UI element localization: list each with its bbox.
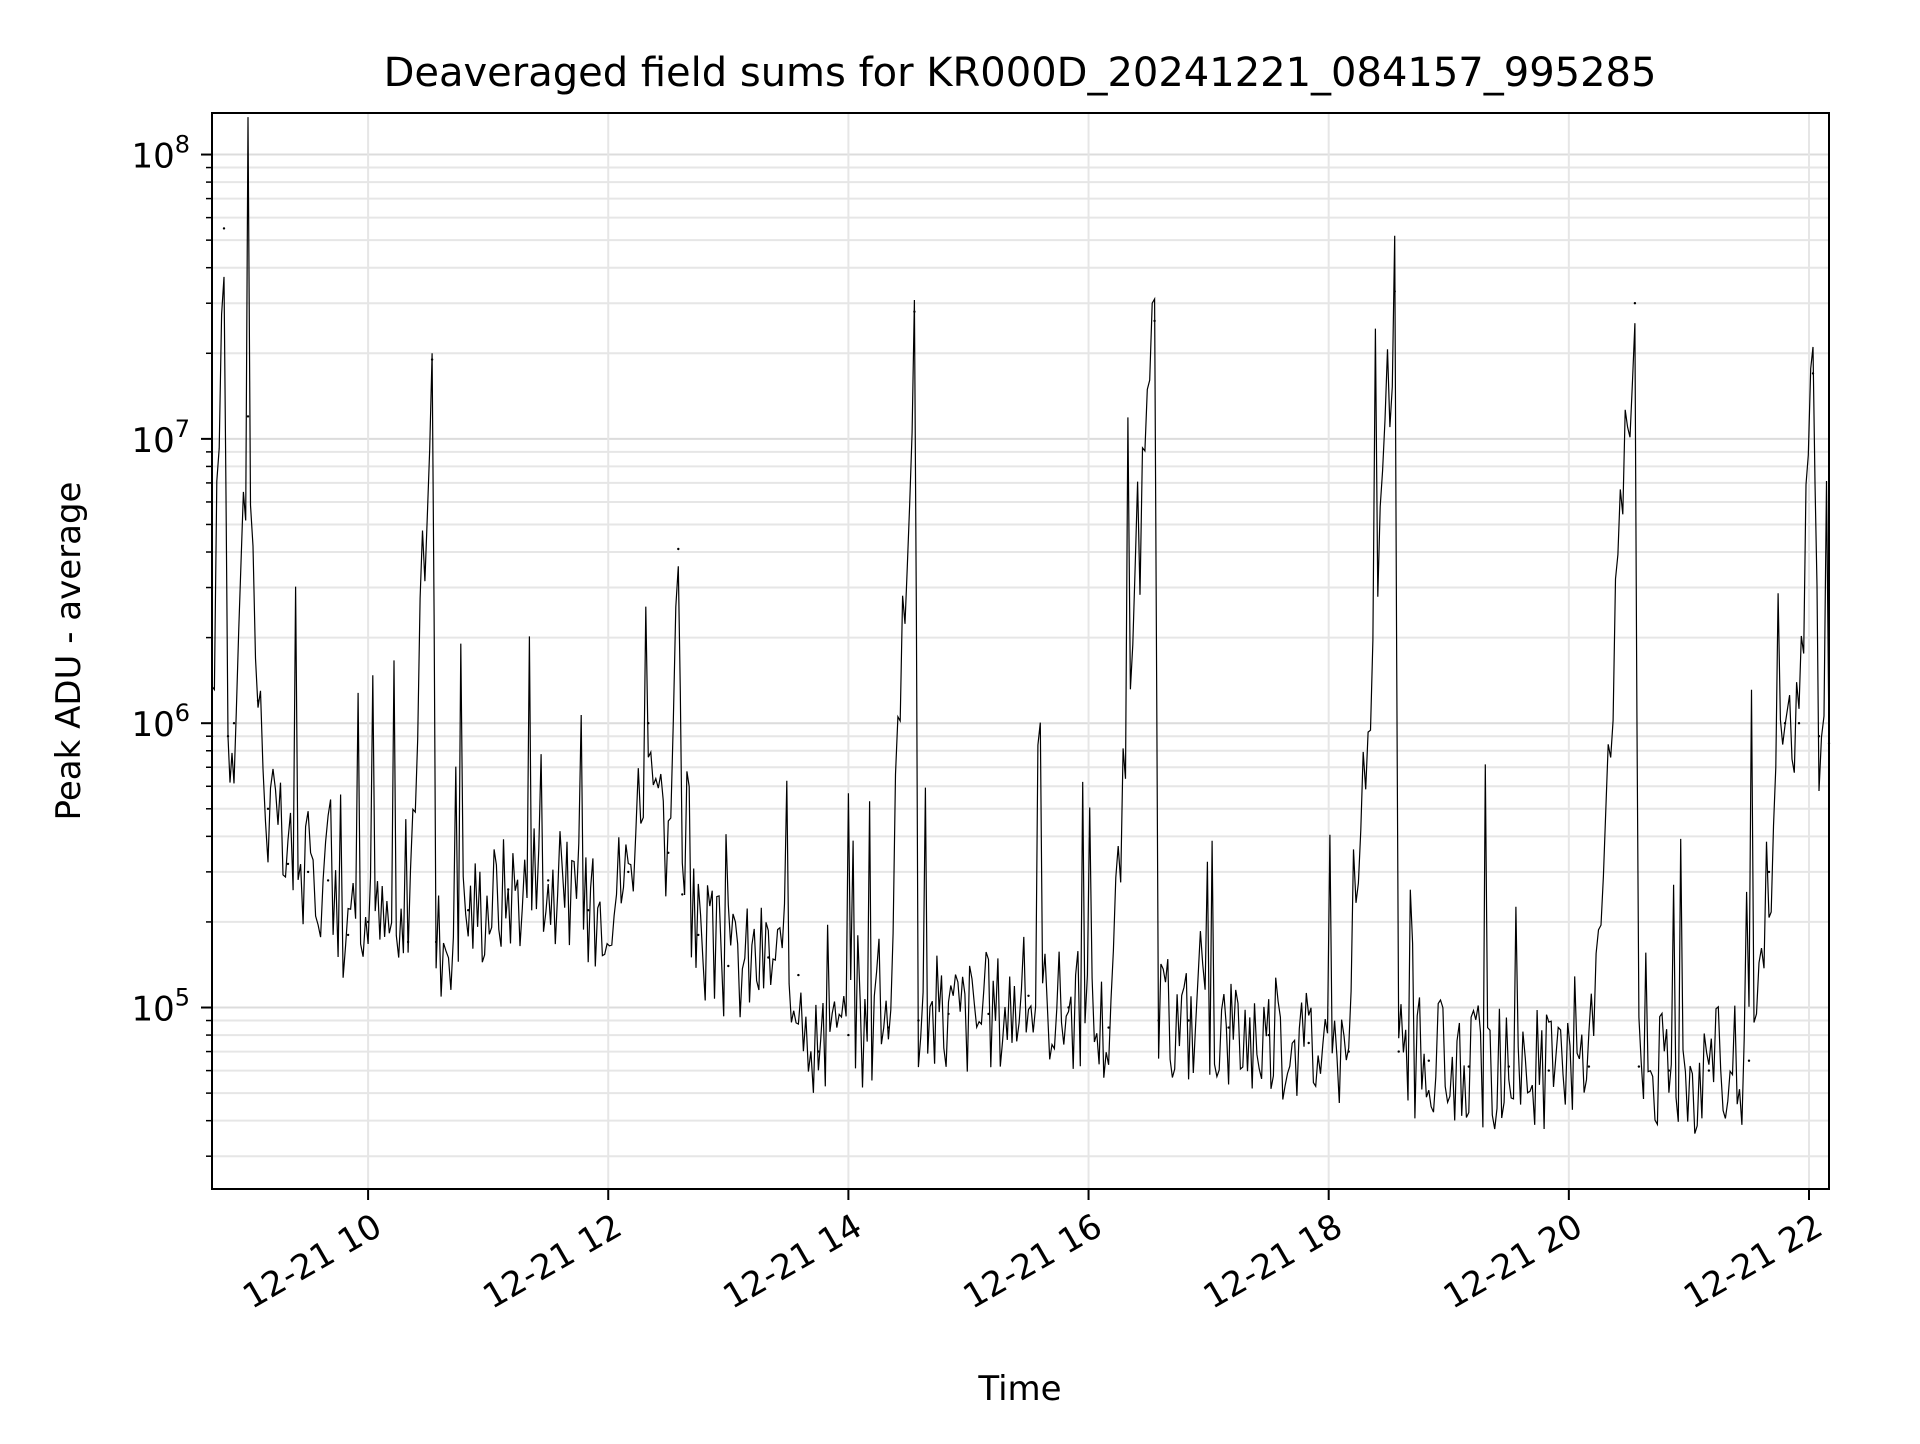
data-point <box>847 1033 850 1037</box>
y-tick-label: 106 <box>131 699 190 745</box>
data-point <box>467 909 470 912</box>
series-line <box>211 117 1830 1134</box>
data-point <box>647 722 650 725</box>
data-point <box>681 893 684 896</box>
data-point <box>1547 1069 1551 1072</box>
data-point <box>1153 319 1156 323</box>
data-point <box>326 879 330 882</box>
data-point <box>1811 372 1815 375</box>
data-point <box>627 870 630 874</box>
data-point <box>987 1012 990 1016</box>
data-point <box>1027 994 1030 997</box>
x-axis-label: Time <box>977 1369 1061 1409</box>
data-point <box>1767 870 1771 874</box>
data-point <box>1667 1069 1671 1072</box>
data-point <box>222 227 226 230</box>
data-point <box>232 722 236 725</box>
data-point <box>913 310 916 313</box>
data-point <box>1397 1050 1400 1053</box>
data-point <box>947 1012 950 1016</box>
data-point <box>434 940 438 944</box>
axes-frame <box>211 112 1830 1190</box>
data-point <box>246 415 250 418</box>
data-point <box>587 909 590 912</box>
data-point <box>1107 1026 1110 1029</box>
y-tick-label-exponent: 5 <box>175 984 190 1012</box>
data-point <box>1067 1006 1070 1009</box>
data-point <box>406 940 410 944</box>
chart-title: Deaveraged field sums for KR000D_2024122… <box>384 50 1657 96</box>
data-point <box>727 964 730 968</box>
data-point <box>1227 1026 1230 1029</box>
y-tick-label-exponent: 8 <box>175 131 190 159</box>
data-point <box>1347 1050 1350 1053</box>
data-point <box>1307 1041 1310 1045</box>
data-point <box>366 920 370 924</box>
data-point <box>1637 1065 1641 1068</box>
data-point <box>1187 1019 1190 1022</box>
data-point <box>1797 722 1801 725</box>
y-tick-label: 107 <box>131 415 190 461</box>
y-tick-label-base: 10 <box>131 990 174 1030</box>
data-point <box>667 851 670 854</box>
y-tick-label: 105 <box>131 984 190 1030</box>
data-point <box>1393 290 1396 293</box>
data-point <box>266 807 270 810</box>
y-tick-label-exponent: 6 <box>175 699 190 727</box>
data-point <box>767 956 770 959</box>
data-point <box>1633 302 1637 305</box>
data-point <box>226 735 230 738</box>
data-point <box>1267 1033 1270 1037</box>
grid-lines <box>212 113 1829 1189</box>
data-point <box>547 879 550 882</box>
data-point <box>887 1026 890 1029</box>
y-tick-label-base: 10 <box>131 137 174 177</box>
data-point <box>1157 1019 1160 1022</box>
series-lines <box>210 117 1831 1134</box>
data-point <box>286 862 290 866</box>
y-tick-label-base: 10 <box>131 705 174 745</box>
data-point <box>346 933 350 937</box>
y-tick-label-exponent: 7 <box>175 415 190 443</box>
data-point <box>306 870 310 874</box>
data-point <box>817 1050 820 1053</box>
data-point <box>1783 722 1787 725</box>
y-axis-label: Peak ADU - average <box>49 482 89 821</box>
data-point <box>1707 1069 1711 1072</box>
data-point <box>507 888 510 891</box>
data-point <box>1747 1059 1751 1062</box>
data-point <box>1587 1065 1591 1068</box>
data-point <box>797 973 800 977</box>
data-point <box>256 699 260 702</box>
data-point <box>677 547 680 551</box>
plot-frame <box>211 112 1830 1190</box>
data-point <box>1427 1059 1431 1062</box>
data-point <box>430 358 434 361</box>
data-point <box>1507 1065 1511 1068</box>
data-point <box>697 933 700 937</box>
data-point <box>917 1019 920 1022</box>
y-tick-label-base: 10 <box>131 421 174 461</box>
data-point <box>1817 735 1821 738</box>
y-tick-label: 108 <box>131 131 190 177</box>
data-point <box>1467 1065 1471 1068</box>
